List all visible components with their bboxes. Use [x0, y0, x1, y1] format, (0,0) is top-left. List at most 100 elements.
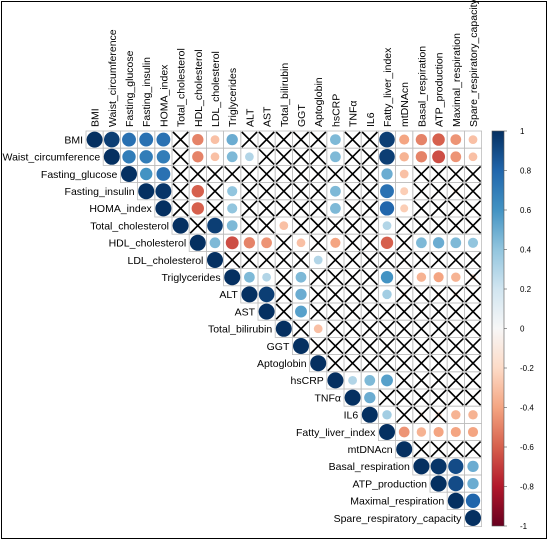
non-significant-cross [361, 286, 378, 303]
non-significant-cross [206, 183, 224, 200]
correlation-circle [258, 286, 275, 303]
non-significant-cross [396, 372, 413, 389]
non-significant-cross [396, 355, 413, 372]
correlation-circle [348, 376, 357, 385]
correlation-circle [227, 186, 238, 197]
col-label-atp-production: ATP_production [434, 52, 446, 127]
non-significant-cross [396, 320, 413, 337]
col-label-fasting-glucose: Fasting_glucose [124, 50, 136, 127]
correlation-circle [226, 220, 238, 231]
non-significant-cross [430, 286, 447, 303]
correlation-circle [379, 131, 395, 148]
col-label-hscrp: hsCRP [330, 94, 342, 127]
non-significant-cross [241, 200, 258, 217]
row-label-ast: AST [235, 306, 256, 318]
non-significant-cross [396, 217, 413, 234]
non-significant-cross [344, 183, 361, 200]
correlation-circle [416, 272, 427, 282]
correlation-circle [192, 151, 204, 163]
non-significant-cross [344, 337, 361, 355]
non-significant-cross [258, 131, 275, 148]
non-significant-cross [258, 183, 275, 200]
correlation-circle [293, 338, 309, 354]
row-label-aptoglobin: Aptoglobin [257, 358, 307, 370]
non-significant-cross [413, 355, 430, 372]
correlation-circle [191, 202, 204, 215]
non-significant-cross [413, 372, 430, 389]
non-significant-cross [310, 131, 327, 148]
non-significant-cross [344, 355, 361, 372]
non-significant-cross [189, 165, 206, 183]
correlation-circle [364, 391, 376, 404]
color-bar [491, 130, 505, 527]
correlation-circle [430, 458, 447, 475]
col-label-homa-index: HOMA_index [158, 64, 170, 127]
non-significant-cross [413, 183, 430, 200]
correlation-circle [379, 149, 395, 165]
non-significant-cross [344, 131, 361, 148]
correlation-circle [225, 236, 239, 250]
non-significant-cross [447, 372, 464, 389]
non-significant-cross [361, 165, 378, 183]
non-significant-cross [378, 251, 396, 269]
correlation-circle [227, 203, 238, 214]
legend-tick-label: 0 [520, 325, 525, 334]
correlation-circle [296, 238, 306, 248]
correlation-circle [448, 476, 464, 492]
correlation-circle [432, 133, 445, 146]
non-significant-cross [275, 200, 292, 217]
non-significant-cross [464, 372, 482, 389]
correlation-circle [399, 152, 409, 162]
non-significant-cross [430, 372, 447, 389]
row-label-mtdnacn: mtDNAcn [348, 444, 393, 456]
non-significant-cross [413, 320, 430, 337]
correlation-circle [433, 272, 444, 283]
non-significant-cross [189, 217, 206, 234]
non-significant-cross [430, 183, 447, 200]
correlation-circle [189, 234, 206, 251]
non-significant-cross [413, 406, 430, 423]
correlation-circle [295, 305, 307, 318]
non-significant-cross [430, 441, 447, 458]
non-significant-cross [447, 165, 464, 183]
correlation-circle [262, 272, 271, 282]
correlation-circle [432, 237, 445, 249]
correlation-circle [140, 167, 153, 181]
correlation-circle [258, 303, 275, 320]
non-significant-cross [361, 337, 378, 355]
correlation-circle [103, 148, 120, 165]
non-significant-cross [224, 165, 241, 183]
non-significant-cross [413, 217, 430, 234]
non-significant-cross [327, 286, 344, 303]
non-significant-cross [310, 337, 327, 355]
correlation-circle [295, 288, 307, 301]
correlation-circle [467, 477, 479, 490]
row-label-total-bilirubin: Total_bilirubin [208, 324, 272, 336]
non-significant-cross [413, 251, 430, 269]
non-significant-cross [396, 251, 413, 269]
col-label-aptoglobin: Aptoglobin [313, 77, 325, 127]
row-label-bmi: BMI [64, 134, 83, 146]
correlation-circle [382, 221, 392, 230]
correlation-circle [139, 132, 154, 147]
correlation-circle [210, 135, 220, 144]
correlation-circle [448, 458, 464, 474]
non-significant-cross [413, 286, 430, 303]
col-label-mtdnacn: mtDNAcn [399, 82, 411, 127]
legend-tick-label: 0.2 [520, 285, 532, 294]
correlation-circle [364, 375, 376, 386]
non-significant-cross [378, 337, 396, 355]
non-significant-cross [292, 200, 310, 217]
non-significant-cross [378, 389, 396, 406]
correlation-circle [382, 410, 392, 420]
non-significant-cross [464, 200, 482, 217]
non-significant-cross [241, 183, 258, 200]
correlation-circle [468, 152, 478, 162]
row-label-fasting-insulin: Fasting_insulin [65, 186, 135, 198]
non-significant-cross [310, 217, 327, 234]
non-significant-cross [447, 217, 464, 234]
correlation-circle [210, 152, 220, 162]
row-label-tnf: TNFα [315, 392, 341, 404]
non-significant-cross [275, 148, 292, 165]
column-labels: BMI Waist_circumference Fasting_glucose Fas… [90, 0, 480, 127]
